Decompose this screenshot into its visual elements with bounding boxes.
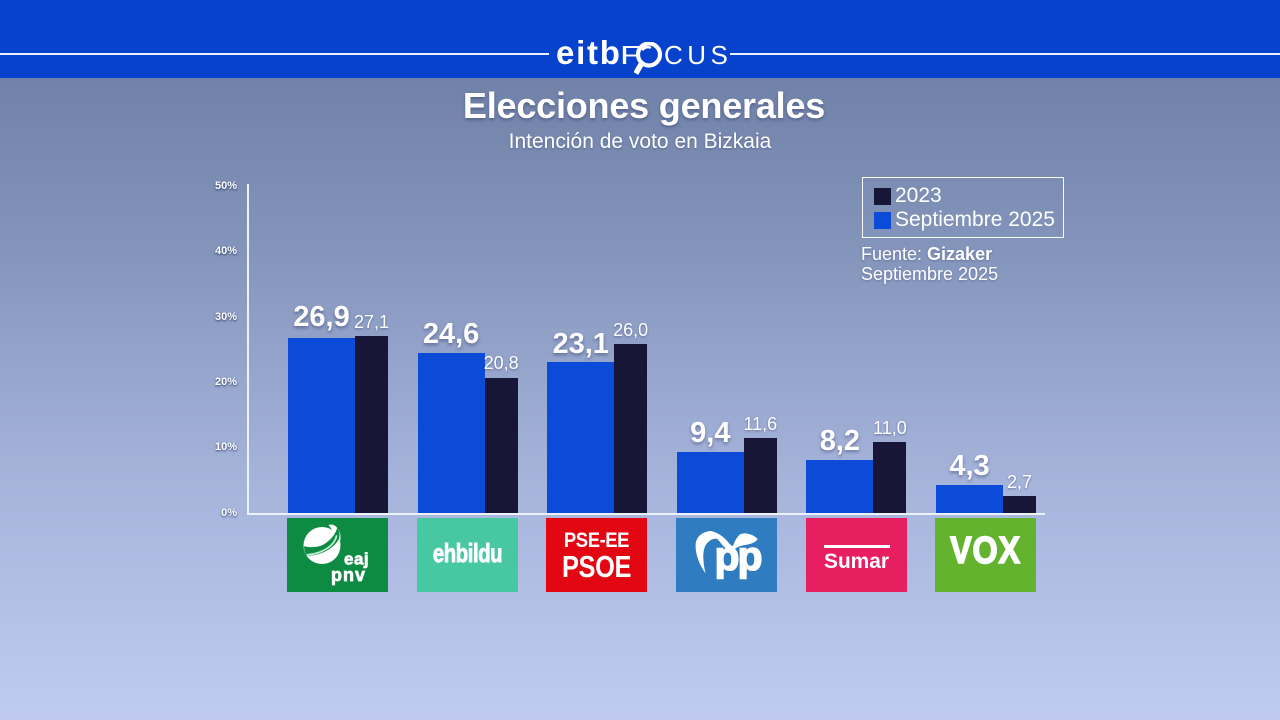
svg-text:pp: pp (715, 533, 762, 579)
svg-text:pnv: pnv (331, 565, 366, 585)
svg-text:eaj: eaj (344, 550, 369, 569)
